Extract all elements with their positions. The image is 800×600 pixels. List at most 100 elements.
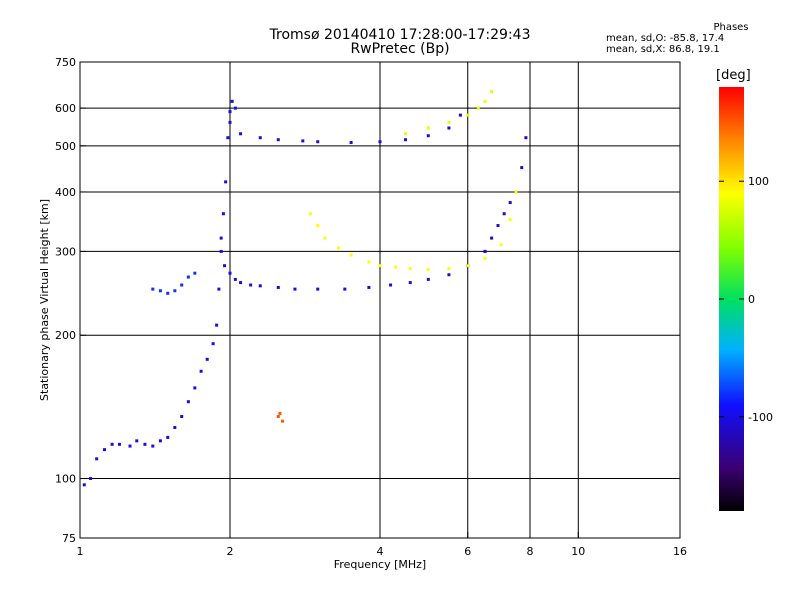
colorbar-unit: [deg] bbox=[716, 68, 751, 83]
data-point bbox=[514, 190, 518, 194]
data-point bbox=[193, 386, 197, 390]
data-point bbox=[276, 285, 280, 289]
data-point bbox=[508, 201, 512, 205]
data-point bbox=[276, 138, 280, 142]
x-tick-label: 4 bbox=[377, 545, 384, 558]
data-point bbox=[186, 275, 190, 279]
colorbar-tick-label: -100 bbox=[748, 411, 773, 424]
data-point bbox=[490, 236, 494, 240]
y-tick-label: 75 bbox=[62, 532, 76, 545]
data-point bbox=[458, 113, 462, 117]
data-point bbox=[426, 267, 430, 271]
data-point bbox=[205, 357, 209, 361]
data-point bbox=[223, 264, 227, 268]
data-point bbox=[316, 287, 320, 291]
data-point bbox=[143, 442, 147, 446]
data-point bbox=[151, 444, 155, 448]
data-point bbox=[466, 113, 470, 117]
x-tick-label: 16 bbox=[673, 545, 687, 558]
data-point bbox=[217, 287, 221, 291]
data-point bbox=[228, 110, 232, 114]
data-point bbox=[293, 287, 297, 291]
data-point bbox=[499, 243, 503, 247]
data-point bbox=[117, 442, 121, 446]
data-point bbox=[211, 342, 215, 346]
y-tick-label: 750 bbox=[55, 56, 76, 69]
x-axis-label: Frequency [MHz] bbox=[334, 558, 426, 571]
data-point bbox=[389, 283, 393, 287]
data-point bbox=[367, 260, 371, 264]
data-point bbox=[166, 291, 170, 295]
data-point bbox=[258, 136, 262, 140]
data-point bbox=[483, 249, 487, 253]
data-point bbox=[199, 369, 203, 373]
phase-stats-o: mean, sd,O: -85.8, 17.4 bbox=[606, 33, 725, 44]
x-tick-label: 6 bbox=[464, 545, 471, 558]
data-point bbox=[166, 435, 170, 439]
data-point bbox=[228, 120, 232, 124]
data-point bbox=[496, 224, 500, 228]
data-point bbox=[447, 120, 451, 124]
data-point bbox=[316, 224, 320, 228]
data-point bbox=[447, 273, 451, 277]
data-point bbox=[180, 283, 184, 287]
data-point bbox=[186, 400, 190, 404]
data-point bbox=[520, 166, 524, 170]
data-point bbox=[403, 132, 407, 136]
data-point bbox=[483, 256, 487, 260]
data-point bbox=[316, 140, 320, 144]
data-point bbox=[226, 136, 230, 140]
y-tick-label: 600 bbox=[55, 102, 76, 115]
data-point bbox=[233, 106, 237, 110]
data-point bbox=[301, 139, 305, 143]
data-point bbox=[215, 323, 219, 327]
data-point bbox=[135, 439, 139, 443]
data-point bbox=[224, 180, 228, 184]
data-point bbox=[239, 132, 243, 136]
data-point bbox=[408, 281, 412, 285]
y-tick-label: 400 bbox=[55, 186, 76, 199]
x-tick-label: 2 bbox=[227, 545, 234, 558]
data-point bbox=[426, 126, 430, 130]
data-point bbox=[349, 141, 353, 145]
data-point bbox=[180, 414, 184, 418]
data-point bbox=[193, 271, 197, 275]
data-point bbox=[276, 414, 280, 418]
phase-stats: Phases mean, sd,O: -85.8, 17.4 mean, sd,… bbox=[606, 22, 796, 55]
data-point bbox=[524, 136, 528, 140]
chart-subtitle: RwPretec (Bp) bbox=[350, 41, 450, 57]
x-tick-label: 10 bbox=[571, 545, 585, 558]
data-point bbox=[258, 284, 262, 288]
y-tick-label: 200 bbox=[55, 329, 76, 342]
data-point bbox=[239, 281, 243, 285]
data-point bbox=[89, 477, 93, 481]
data-point bbox=[278, 411, 282, 415]
data-point bbox=[173, 289, 177, 293]
data-point bbox=[82, 483, 86, 487]
data-point bbox=[230, 99, 234, 103]
data-point bbox=[426, 134, 430, 138]
data-point bbox=[336, 246, 340, 250]
data-point bbox=[233, 277, 237, 281]
data-point bbox=[378, 140, 382, 144]
x-tick-label: 8 bbox=[527, 545, 534, 558]
data-point bbox=[426, 277, 430, 281]
y-tick-label: 500 bbox=[55, 140, 76, 153]
data-point bbox=[447, 126, 451, 130]
data-point bbox=[466, 264, 470, 268]
y-tick-label: 300 bbox=[55, 245, 76, 258]
data-point bbox=[349, 253, 353, 257]
data-point bbox=[408, 267, 412, 271]
phase-stats-x: mean, sd,X: 86.8, 19.1 bbox=[606, 44, 720, 55]
data-point bbox=[483, 99, 487, 103]
data-point bbox=[103, 448, 107, 452]
data-point bbox=[173, 425, 177, 429]
data-point bbox=[221, 212, 225, 216]
data-point bbox=[228, 271, 232, 275]
colorbar-tick-label: 100 bbox=[748, 175, 769, 188]
data-point bbox=[308, 212, 312, 216]
data-point bbox=[158, 439, 162, 443]
data-point bbox=[323, 236, 327, 240]
phase-stats-title: Phases bbox=[713, 22, 749, 33]
